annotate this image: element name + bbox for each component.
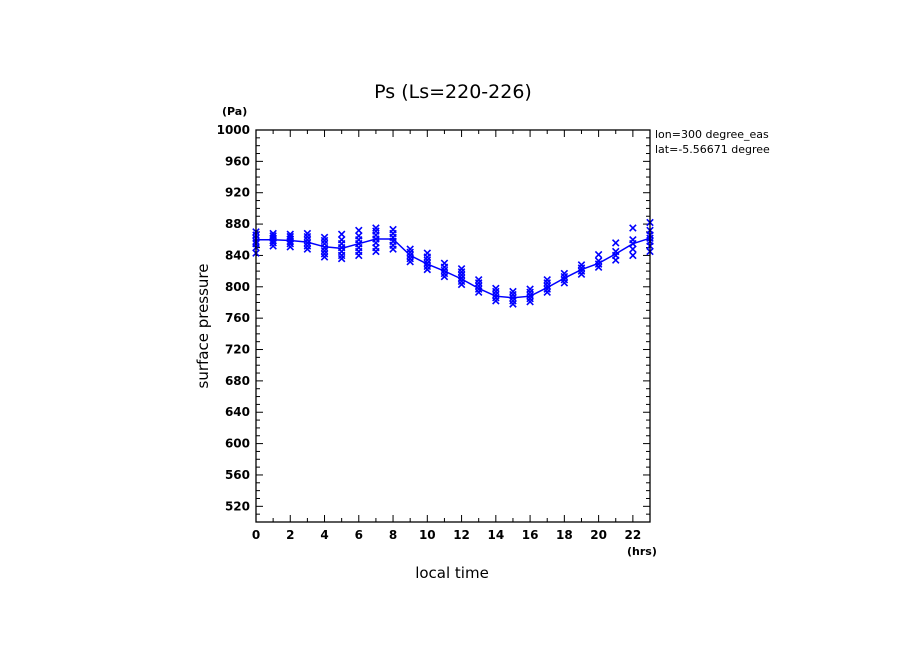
y-tick-label: 520	[225, 499, 250, 513]
scatter-point	[560, 269, 569, 278]
scatter-point	[389, 225, 397, 234]
scatter-point	[355, 232, 363, 240]
y-tick-label: 880	[225, 217, 250, 231]
scatter-point	[577, 261, 586, 269]
scatter-point	[492, 284, 500, 293]
x-tick-label: 16	[522, 528, 539, 542]
scatter-point	[440, 259, 449, 268]
scatter-point	[629, 235, 637, 244]
y-tick-label: 560	[225, 468, 250, 482]
y-tick-label: 600	[225, 437, 250, 451]
scatter-point	[474, 275, 483, 284]
scatter-point	[611, 239, 620, 247]
y-tick-label: 640	[225, 405, 250, 419]
scatter-point	[543, 275, 551, 284]
x-tick-label: 18	[556, 528, 573, 542]
scatter-point	[594, 250, 603, 259]
scatter-point	[337, 235, 346, 244]
scatter-point	[526, 285, 534, 293]
scatter-point	[303, 229, 312, 238]
x-tick-label: 8	[389, 528, 397, 542]
x-tick-label: 0	[252, 528, 260, 542]
y-tick-label: 840	[225, 248, 250, 262]
data-layer	[252, 218, 654, 308]
annotation-lat: lat=-5.56671 degree	[655, 143, 770, 156]
y-tick-label: 920	[225, 186, 250, 200]
scatter-point	[337, 230, 346, 239]
scatter-point	[457, 265, 466, 273]
scatter-point	[269, 232, 277, 240]
annotation-lon: lon=300 degree_eas	[655, 128, 769, 141]
y-tick-label: 760	[225, 311, 250, 325]
y-tick-label: 720	[225, 343, 250, 357]
y-unit-label: (Pa)	[222, 105, 247, 118]
scatter-point	[629, 245, 637, 253]
scatter-point	[286, 232, 295, 241]
x-tick-label: 4	[320, 528, 328, 542]
y-tick-label: 1000	[217, 123, 250, 137]
x-tick-label: 10	[419, 528, 436, 542]
scatter-point	[594, 257, 603, 265]
scatter-point	[611, 247, 620, 256]
x-tick-label: 14	[487, 528, 504, 542]
scatter-point	[372, 224, 380, 232]
x-tick-label: 2	[286, 528, 294, 542]
tick-layer: 0 2 4 6 8 10 12 14 16 18 20 22 520 560 600 640 680 720 760…	[217, 123, 650, 542]
y-tick-label: 680	[225, 374, 250, 388]
scatter-point	[286, 230, 295, 239]
y-axis-label: surface pressure	[194, 264, 212, 389]
scatter-point	[423, 249, 432, 257]
x-tick-label: 12	[453, 528, 470, 542]
x-tick-label: 6	[355, 528, 363, 542]
scatter-point	[320, 233, 329, 242]
chart-title: Ps (Ls=220-226)	[374, 81, 532, 103]
x-axis-label: local time	[415, 564, 489, 582]
x-unit-label: (hrs)	[627, 545, 657, 558]
plot-frame	[255, 129, 651, 523]
x-tick-label: 20	[590, 528, 607, 542]
scatter-point	[269, 229, 277, 238]
scatter-point	[355, 226, 363, 235]
x-tick-label: 22	[625, 528, 642, 542]
scatter-point	[629, 251, 637, 260]
y-tick-label: 800	[225, 280, 250, 294]
mean-line	[256, 237, 651, 299]
scatter-point	[509, 287, 517, 296]
scatter-point	[406, 245, 414, 253]
y-tick-label: 960	[225, 154, 250, 168]
scatter-point	[629, 224, 637, 232]
